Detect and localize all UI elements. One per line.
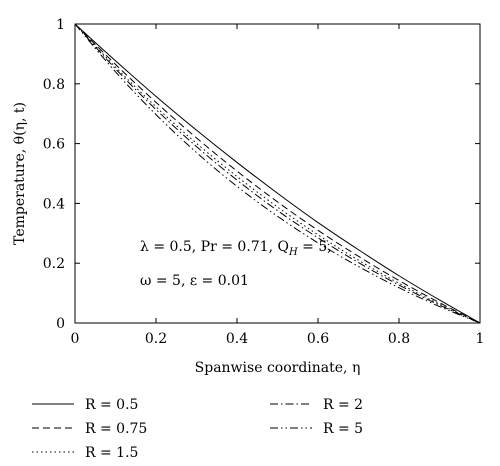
series-line-0 xyxy=(74,23,481,324)
legend-label-2: R = 1.5 xyxy=(85,445,138,461)
series-line-3 xyxy=(74,23,481,324)
series-line-2 xyxy=(74,23,481,324)
legend: R = 0.5 R = 0.75 R = 1.5 R = 2 R = 5 xyxy=(32,397,363,461)
x-tick-label: 0.6 xyxy=(307,331,329,347)
axis-tick-labels: 0 0.2 0.4 0.6 0.8 1 0 0.2 0.4 0.6 0.8 1 xyxy=(43,17,485,347)
plot-frame xyxy=(74,23,481,324)
legend-label-3: R = 2 xyxy=(323,397,363,413)
y-axis-title: Temperature, θ(η, t) xyxy=(12,102,28,245)
y-tick-label: 0.6 xyxy=(43,137,65,153)
axis-ticks xyxy=(74,23,481,324)
y-tick-label: 0.4 xyxy=(43,196,65,212)
x-tick-label: 0.4 xyxy=(226,331,248,347)
x-tick-label: 0.8 xyxy=(388,331,410,347)
x-axis-title: Spanwise coordinate, η xyxy=(195,360,361,376)
x-tick-label: 1 xyxy=(476,331,485,347)
legend-label-1: R = 0.75 xyxy=(85,421,147,437)
y-tick-label: 0.2 xyxy=(43,256,65,272)
legend-label-0: R = 0.5 xyxy=(85,397,138,413)
annotation-line-2: ω = 5, ε = 0.01 xyxy=(140,273,249,289)
series-line-1 xyxy=(74,23,481,324)
annotation-line-1: λ = 0.5, Pr = 0.71, QH = 5, xyxy=(140,239,332,258)
legend-label-4: R = 5 xyxy=(323,421,363,437)
y-tick-label: 1 xyxy=(56,17,65,33)
y-tick-label: 0.8 xyxy=(43,77,65,93)
x-tick-label: 0.2 xyxy=(145,331,167,347)
series-lines xyxy=(74,23,481,324)
series-line-4 xyxy=(74,23,481,324)
y-tick-label: 0 xyxy=(56,316,65,332)
x-tick-label: 0 xyxy=(71,331,80,347)
